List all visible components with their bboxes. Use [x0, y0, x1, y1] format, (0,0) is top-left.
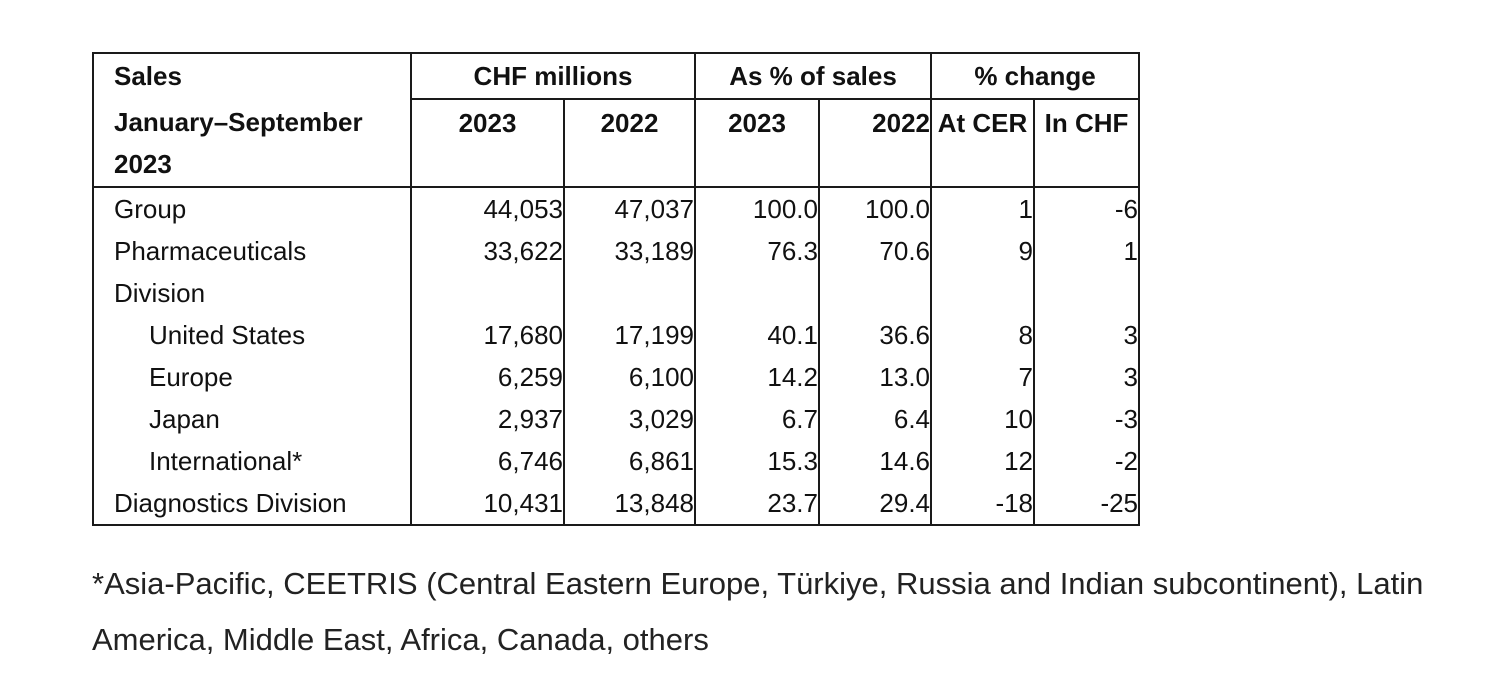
header-group-pct-change: % change [930, 52, 1141, 100]
row-label: Group [92, 187, 412, 230]
cell-pct-sales-2023 [694, 272, 820, 314]
cell-chf-2022: 3,029 [563, 398, 696, 440]
cell-at-cer: 1 [930, 187, 1036, 230]
header-at-cer: At CER [930, 99, 1036, 188]
cell-chf-2023: 6,259 [410, 356, 565, 398]
table-row-group: Group 44,053 47,037 100.0 100.0 1 -6 [92, 187, 1141, 230]
cell-pct-sales-2022: 6.4 [817, 398, 933, 440]
cell-pct-sales-2022 [817, 272, 933, 314]
table-row-diagnostics: Diagnostics Division 10,431 13,848 23.7 … [92, 482, 1141, 526]
table-row-japan: Japan 2,937 3,029 6.7 6.4 10 -3 [92, 398, 1141, 440]
header-pct-sales-2022: 2022 [817, 99, 933, 188]
cell-chf-2022: 17,199 [563, 314, 696, 356]
cell-chf-2022: 6,100 [563, 356, 696, 398]
table-row-united-states: United States 17,680 17,199 40.1 36.6 8 … [92, 314, 1141, 356]
cell-pct-sales-2023: 14.2 [694, 356, 820, 398]
cell-chf-2023 [410, 272, 565, 314]
cell-chf-2022: 47,037 [563, 187, 696, 230]
cell-at-cer: 10 [930, 398, 1036, 440]
cell-chf-2023: 44,053 [410, 187, 565, 230]
cell-in-chf: -25 [1033, 482, 1141, 526]
cell-in-chf: -6 [1033, 187, 1141, 230]
cell-pct-sales-2022: 36.6 [817, 314, 933, 356]
cell-at-cer: -18 [930, 482, 1036, 526]
row-label: Division [92, 272, 412, 314]
cell-pct-sales-2022: 29.4 [817, 482, 933, 526]
header-in-chf: In CHF [1033, 99, 1141, 188]
sales-table: Sales CHF millions As % of sales % chang… [92, 52, 1141, 526]
cell-at-cer: 7 [930, 356, 1036, 398]
cell-chf-2022: 33,189 [563, 230, 696, 272]
cell-in-chf [1033, 272, 1141, 314]
cell-chf-2022 [563, 272, 696, 314]
header-stub-period: January–September 2023 [92, 99, 412, 188]
row-label: International* [92, 440, 412, 482]
header-group-pct-of-sales: As % of sales [693, 52, 933, 100]
cell-pct-sales-2023: 15.3 [694, 440, 820, 482]
row-label: Europe [92, 356, 412, 398]
cell-at-cer [930, 272, 1036, 314]
header-row-years: January–September 2023 2023 2022 2023 20… [92, 99, 1141, 188]
cell-pct-sales-2022: 13.0 [817, 356, 933, 398]
cell-in-chf: 3 [1033, 314, 1141, 356]
cell-pct-sales-2023: 23.7 [694, 482, 820, 526]
header-group-chf-millions: CHF millions [410, 52, 696, 100]
cell-pct-sales-2022: 14.6 [817, 440, 933, 482]
footnote: *Asia-Pacific, CEETRIS (Central Eastern … [92, 566, 1424, 657]
cell-pct-sales-2022: 70.6 [817, 230, 933, 272]
cell-in-chf: 3 [1033, 356, 1141, 398]
cell-chf-2023: 33,622 [410, 230, 565, 272]
cell-in-chf: -3 [1033, 398, 1141, 440]
header-pct-sales-2023: 2023 [694, 99, 820, 188]
row-label: Pharmaceuticals [92, 230, 412, 272]
cell-pct-sales-2023: 40.1 [694, 314, 820, 356]
table-row-pharmaceuticals: Pharmaceuticals 33,622 33,189 76.3 70.6 … [92, 230, 1141, 272]
row-label: Diagnostics Division [92, 482, 412, 526]
cell-chf-2022: 6,861 [563, 440, 696, 482]
cell-in-chf: -2 [1033, 440, 1141, 482]
cell-pct-sales-2023: 100.0 [694, 187, 820, 230]
header-chf-2023: 2023 [410, 99, 565, 188]
row-label: United States [92, 314, 412, 356]
cell-chf-2023: 2,937 [410, 398, 565, 440]
cell-pct-sales-2023: 6.7 [694, 398, 820, 440]
cell-at-cer: 8 [930, 314, 1036, 356]
cell-pct-sales-2023: 76.3 [694, 230, 820, 272]
cell-at-cer: 12 [930, 440, 1036, 482]
table-row-europe: Europe 6,259 6,100 14.2 13.0 7 3 [92, 356, 1141, 398]
cell-chf-2022: 13,848 [563, 482, 696, 526]
header-row-groups: Sales CHF millions As % of sales % chang… [92, 52, 1141, 100]
cell-pct-sales-2022: 100.0 [817, 187, 933, 230]
cell-at-cer: 9 [930, 230, 1036, 272]
cell-chf-2023: 17,680 [410, 314, 565, 356]
cell-in-chf: 1 [1033, 230, 1141, 272]
row-label: Japan [92, 398, 412, 440]
table-row-division: Division [92, 272, 1141, 314]
header-stub-sales: Sales [92, 52, 412, 99]
table-row-international: International* 6,746 6,861 15.3 14.6 12 … [92, 440, 1141, 482]
cell-chf-2023: 6,746 [410, 440, 565, 482]
cell-chf-2023: 10,431 [410, 482, 565, 526]
header-chf-2022: 2022 [563, 99, 696, 188]
